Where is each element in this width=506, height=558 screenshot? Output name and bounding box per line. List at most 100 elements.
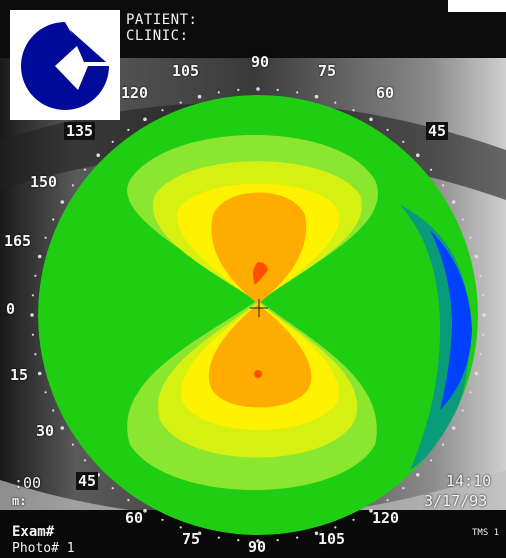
clinic-label: CLINIC: [126, 28, 189, 44]
angle-tick-dot [474, 371, 479, 376]
angle-tick-dot [451, 426, 456, 430]
angle-tick-dot [83, 168, 86, 171]
angle-tick-dot [482, 294, 485, 297]
angle-tick-dot [479, 353, 482, 356]
angle-tick-dot [369, 117, 373, 122]
angle-label-105-top: 105 [172, 62, 200, 80]
angle-label-15: 15 [10, 366, 29, 384]
logo-box [10, 10, 120, 120]
left-m-fragment: m: [12, 494, 27, 508]
angle-tick-dot [256, 87, 260, 91]
angle-tick-dot [479, 274, 482, 277]
angle-tick-dot [314, 531, 319, 536]
exam-date: 3/17/93 [424, 492, 488, 510]
angle-tick-dot [217, 91, 220, 94]
angle-tick-dot [402, 140, 405, 143]
angle-tick-dot [143, 508, 147, 513]
angle-ticks [30, 87, 486, 543]
angle-tick-dot [217, 536, 220, 539]
angle-tick-dot [37, 254, 42, 259]
zone-red-upper [253, 262, 268, 285]
angle-tick-dot [71, 443, 74, 446]
angle-tick-dot [352, 109, 355, 112]
angle-tick-dot [44, 236, 47, 239]
angle-label-30: 30 [36, 422, 55, 440]
angle-tick-dot [237, 88, 240, 91]
angle-tick-dot [31, 294, 34, 297]
angle-tick-dot [44, 391, 47, 394]
angle-tick-dot [482, 313, 486, 317]
crosshair [250, 299, 268, 317]
angle-tick-dot [386, 499, 389, 502]
angle-tick-dot [237, 539, 240, 542]
angle-tick-dot [386, 128, 389, 131]
angle-tick-dot [296, 536, 299, 539]
photo-number: Photo# 1 [12, 541, 75, 556]
angle-tick-dot [334, 101, 337, 104]
angle-tick-dot [256, 539, 260, 543]
angle-tick-dot [482, 333, 485, 336]
angle-tick-dot [34, 274, 37, 277]
angle-tick-dot [442, 184, 445, 187]
angle-tick-dot [416, 473, 420, 477]
angle-tick-dot [276, 88, 279, 91]
angle-tick-dot [430, 459, 433, 462]
angle-tick-dot [442, 443, 445, 446]
zone-blue-right [430, 230, 472, 410]
patient-label: PATIENT: [126, 12, 198, 28]
angle-tick-dot [451, 200, 456, 204]
angle-tick-dot [474, 254, 479, 259]
topography-map [38, 95, 478, 535]
angle-tick-dot [430, 168, 433, 171]
angle-tick-dot [461, 218, 464, 221]
angle-tick-dot [179, 526, 182, 529]
angle-tick-dot [469, 391, 472, 394]
angle-tick-dot [197, 94, 202, 99]
angle-tick-dot [161, 518, 164, 521]
left-time-fragment: :00 [14, 474, 42, 492]
angle-tick-dot [111, 487, 114, 490]
angle-label-45-top: 45 [426, 122, 449, 140]
angle-label-45-bottom: 45 [76, 472, 99, 490]
angle-tick-dot [334, 526, 337, 529]
angle-label-0: 0 [6, 300, 16, 318]
angle-label-165: 165 [4, 232, 32, 250]
angle-label-120-top: 120 [121, 84, 149, 102]
exam-time: 14:10 [446, 472, 492, 490]
angle-tick-dot [143, 117, 147, 122]
angle-label-90-bottom: 90 [248, 538, 267, 556]
angle-label-90-top: 90 [251, 53, 270, 71]
angle-label-105-bottom: 105 [318, 530, 346, 548]
zone-orange [208, 192, 312, 408]
angle-tick-dot [60, 426, 65, 430]
device-label: TMS 1 [472, 528, 500, 538]
angle-tick-dot [111, 140, 114, 143]
clinic-logo-icon [21, 22, 109, 110]
exam-number: Exam# [12, 524, 55, 540]
angle-tick-dot [461, 409, 464, 412]
angle-label-75-bottom: 75 [182, 530, 201, 548]
white-strip [448, 0, 506, 12]
angle-label-120-bottom: 120 [372, 509, 400, 527]
angle-tick-dot [60, 200, 65, 204]
angle-tick-dot [161, 109, 164, 112]
angle-tick-dot [352, 518, 355, 521]
angle-tick-dot [71, 184, 74, 187]
angle-tick-dot [52, 218, 55, 221]
zone-red-lower [254, 370, 262, 378]
angle-tick-dot [314, 94, 319, 99]
angle-tick-dot [296, 91, 299, 94]
angle-tick-dot [276, 539, 279, 542]
angle-tick-dot [127, 128, 130, 131]
angle-tick-dot [179, 101, 182, 104]
angle-tick-dot [37, 371, 42, 376]
angle-label-150: 150 [30, 173, 58, 191]
angle-label-135: 135 [64, 122, 96, 140]
angle-tick-dot [469, 236, 472, 239]
angle-tick-dot [83, 459, 86, 462]
angle-tick-dot [30, 313, 34, 317]
angle-tick-dot [34, 353, 37, 356]
angle-tick-dot [402, 487, 405, 490]
angle-tick-dot [127, 499, 130, 502]
angle-tick-dot [31, 333, 34, 336]
